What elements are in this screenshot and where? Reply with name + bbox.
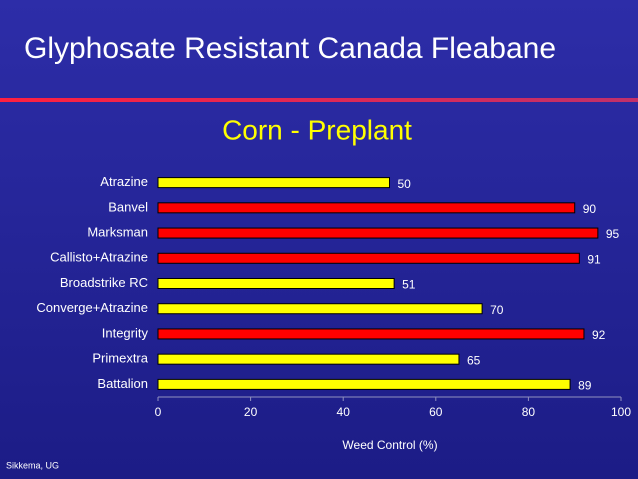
y-tick-label: Integrity xyxy=(102,325,149,340)
y-tick-label: Broadstrike RC xyxy=(60,275,148,290)
x-tick-label: 40 xyxy=(337,405,351,419)
footer: Sikkema, UG xyxy=(6,460,59,470)
y-tick-label: Primextra xyxy=(92,351,148,366)
value-label: 65 xyxy=(467,353,481,367)
x-axis-label: Weed Control (%) xyxy=(342,438,437,452)
bar xyxy=(157,328,585,340)
y-tick-label: Callisto+Atrazine xyxy=(50,250,148,265)
x-tick-label: 20 xyxy=(244,405,258,419)
bar xyxy=(157,252,580,264)
value-label: 92 xyxy=(592,328,606,342)
bar xyxy=(157,278,395,289)
value-label: 91 xyxy=(587,252,601,266)
y-tick-label: Converge+Atrazine xyxy=(36,300,148,315)
bar xyxy=(157,202,576,214)
title-rule xyxy=(0,98,638,102)
bar xyxy=(157,353,460,365)
bar xyxy=(157,227,599,239)
x-tick-label: 100 xyxy=(611,405,631,419)
bar xyxy=(157,303,483,315)
x-tick-label: 80 xyxy=(522,405,536,419)
y-tick-label: Banvel xyxy=(108,199,148,214)
bar xyxy=(157,378,571,390)
y-tick-label: Battalion xyxy=(97,376,148,391)
y-tick-label: Atrazine xyxy=(100,174,148,189)
value-label: 90 xyxy=(583,202,597,216)
bar xyxy=(157,177,390,189)
value-label: 95 xyxy=(606,227,620,241)
value-label: 51 xyxy=(402,278,416,292)
value-label: 89 xyxy=(578,379,592,393)
chart-subtitle: Corn - Preplant xyxy=(222,114,412,145)
x-tick-label: 0 xyxy=(155,405,162,419)
y-tick-label: Marksman xyxy=(87,224,148,239)
x-tick-label: 60 xyxy=(429,405,443,419)
value-label: 50 xyxy=(398,177,412,191)
value-label: 70 xyxy=(490,303,504,317)
slide-title: Glyphosate Resistant Canada Fleabane xyxy=(24,32,556,65)
